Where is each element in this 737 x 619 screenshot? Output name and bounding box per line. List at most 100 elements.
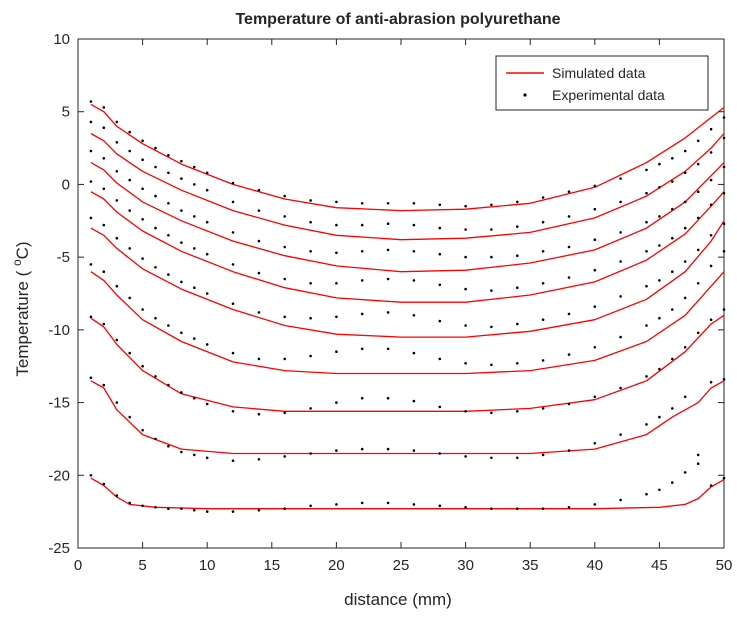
y-tick-label: 0 xyxy=(62,176,70,193)
experimental-point xyxy=(722,308,726,311)
y-axis-label: Temperature ( oC) xyxy=(10,241,32,376)
plot-area: 0 5 10 15 20 25 30 35 40 45 50 -25 -20 -15 -10 -5 0 5 10 xyxy=(48,31,732,574)
experimental-point xyxy=(360,250,364,253)
experimental-point xyxy=(464,410,467,413)
experimental-point xyxy=(205,343,209,346)
x-tick-label: 40 xyxy=(586,557,603,574)
experimental-point xyxy=(464,362,467,365)
experimental-point xyxy=(141,364,144,368)
experimental-point xyxy=(671,207,674,211)
experimental-point xyxy=(593,442,597,445)
experimental-point xyxy=(360,396,364,400)
experimental-point xyxy=(154,165,157,169)
experimental-point xyxy=(89,315,93,319)
y-tick-label: -25 xyxy=(48,540,70,557)
experimental-point xyxy=(464,287,467,291)
experimental-point xyxy=(154,146,157,150)
experimental-point xyxy=(283,277,287,281)
experimental-point xyxy=(231,510,235,513)
experimental-point xyxy=(412,202,416,205)
experimental-point xyxy=(231,263,235,266)
experimental-point xyxy=(335,350,338,354)
experimental-point xyxy=(683,471,687,474)
experimental-point xyxy=(115,236,119,240)
experimental-point xyxy=(141,187,144,191)
experimental-point xyxy=(141,158,144,161)
experimental-point xyxy=(593,207,597,211)
experimental-point xyxy=(645,284,648,288)
experimental-point xyxy=(658,244,661,247)
x-tick-label: 30 xyxy=(457,557,474,574)
experimental-point xyxy=(619,200,622,204)
experimental-point xyxy=(102,383,106,387)
experimental-point xyxy=(722,136,726,140)
experimental-point xyxy=(696,139,700,143)
simulated-curve-7 xyxy=(90,314,725,412)
y-tick-label: 10 xyxy=(53,31,70,48)
experimental-point xyxy=(154,226,157,230)
chart-title: Temperature of anti-abrasion polyurethan… xyxy=(235,11,560,28)
experimental-point xyxy=(541,453,545,457)
experimental-point xyxy=(516,362,519,365)
experimental-point xyxy=(619,260,622,263)
experimental-point xyxy=(386,396,390,400)
experimental-point xyxy=(257,271,261,275)
experimental-point xyxy=(283,357,287,361)
simulated-curve-6 xyxy=(90,271,725,375)
experimental-point xyxy=(102,126,106,129)
experimental-point xyxy=(335,503,338,506)
experimental-point xyxy=(283,245,287,249)
experimental-point xyxy=(231,181,235,185)
experimental-point xyxy=(696,216,700,220)
experimental-point xyxy=(490,289,493,292)
experimental-point xyxy=(658,488,661,492)
experimental-point xyxy=(464,255,467,259)
experimental-point xyxy=(722,250,726,253)
experimental-point xyxy=(89,120,93,124)
experimental-point xyxy=(115,120,119,124)
y-axis-label-main: Temperature ( xyxy=(13,266,32,377)
experimental-point xyxy=(696,282,700,285)
experimental-point xyxy=(709,127,713,131)
experimental-point xyxy=(645,220,648,224)
experimental-point xyxy=(283,194,287,198)
experimental-point xyxy=(709,380,713,384)
experimental-point xyxy=(167,324,170,327)
experimental-point xyxy=(205,402,209,406)
experimental-point xyxy=(412,250,416,253)
experimental-point xyxy=(115,338,119,342)
experimental-point xyxy=(128,130,131,134)
experimental-point xyxy=(309,407,312,410)
experimental-point xyxy=(567,245,571,249)
experimental-point xyxy=(257,412,261,416)
experimental-point xyxy=(257,209,261,212)
experimental-point xyxy=(167,202,170,205)
experimental-point xyxy=(386,501,390,505)
plot-frame xyxy=(77,38,725,549)
simulated-curve-5 xyxy=(90,220,725,338)
experimental-point xyxy=(683,200,687,204)
experimental-point xyxy=(360,447,364,451)
experimental-point xyxy=(167,273,170,276)
experimental-point xyxy=(671,407,674,410)
experimental-point xyxy=(360,223,364,227)
x-tick-label: 0 xyxy=(74,557,82,574)
x-tick-label: 15 xyxy=(263,557,280,574)
experimental-point xyxy=(102,322,106,326)
experimental-point xyxy=(115,199,119,202)
experimental-point xyxy=(516,456,519,460)
experimental-point xyxy=(709,264,713,268)
experimental-point xyxy=(193,453,196,457)
experimental-point xyxy=(412,399,416,403)
experimental-point xyxy=(257,458,261,461)
experimental-point xyxy=(516,254,519,257)
legend-box xyxy=(495,55,709,111)
experimental-point xyxy=(231,200,235,204)
experimental-point xyxy=(309,199,312,202)
experimental-point xyxy=(231,302,235,306)
experimental-point xyxy=(193,337,196,340)
experimental-point xyxy=(645,423,648,426)
experimental-point xyxy=(205,292,209,295)
experimental-point xyxy=(593,268,597,272)
experimental-point xyxy=(128,351,131,355)
